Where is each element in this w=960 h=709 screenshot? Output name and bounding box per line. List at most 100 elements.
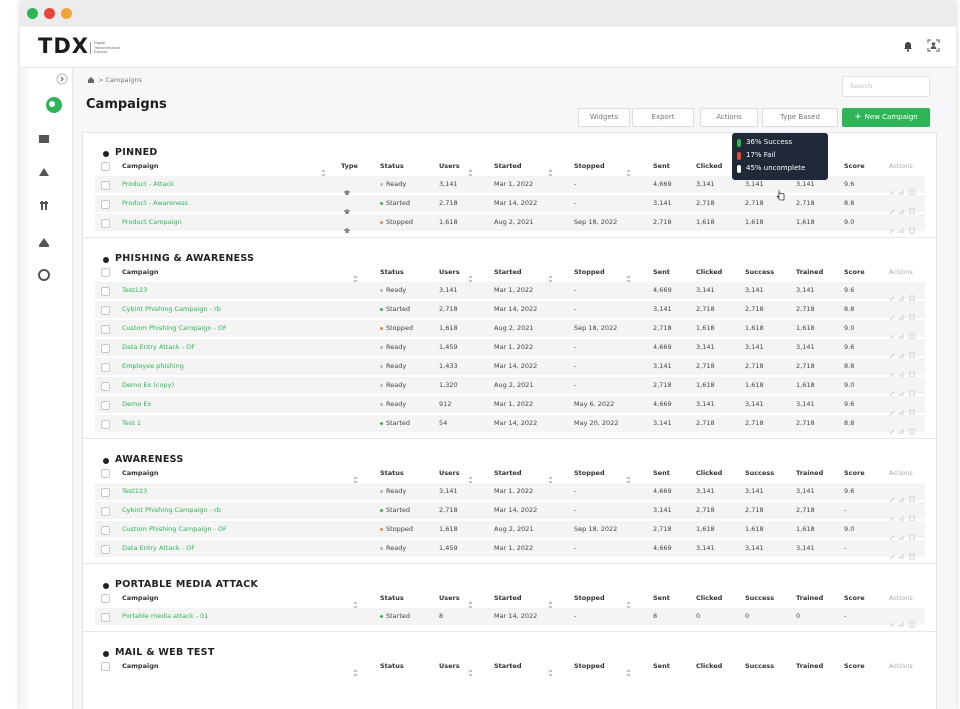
campaign-link[interactable]: Data Entry Attack - OF [122, 343, 196, 351]
column-header[interactable]: Campaign [122, 594, 159, 602]
column-header[interactable]: Started [494, 469, 522, 477]
row-actions[interactable] [889, 507, 917, 526]
row-actions[interactable] [889, 219, 917, 238]
campaign-link[interactable]: Portable media attack - 01 [122, 612, 209, 620]
row-actions[interactable] [889, 306, 917, 325]
column-header[interactable]: Trained [796, 662, 824, 670]
window-dot[interactable] [61, 8, 72, 19]
column-header[interactable]: Sent [653, 162, 670, 170]
select-all-checkbox[interactable] [101, 469, 110, 478]
column-header[interactable]: Started [494, 162, 522, 170]
row-checkbox[interactable] [101, 382, 110, 391]
user-icon[interactable] [927, 39, 940, 52]
column-header[interactable]: Clicked [696, 469, 723, 477]
table-row[interactable] [95, 540, 925, 557]
window-dot[interactable] [44, 8, 55, 19]
column-header[interactable]: Started [494, 662, 522, 670]
table-row[interactable] [95, 176, 925, 193]
column-header[interactable]: Started [494, 594, 522, 602]
column-header[interactable]: Success [745, 594, 775, 602]
table-row[interactable] [95, 377, 925, 394]
column-header[interactable]: Stopped [574, 594, 605, 602]
collapse-toggle[interactable] [56, 73, 68, 85]
row-actions[interactable] [889, 613, 917, 632]
row-actions[interactable] [889, 287, 917, 306]
row-checkbox[interactable] [101, 181, 110, 190]
column-header[interactable]: Status [380, 268, 404, 276]
new-campaign-button[interactable]: + New Campaign [842, 108, 930, 127]
column-header[interactable]: Stopped [574, 469, 605, 477]
column-header[interactable]: Sent [653, 268, 670, 276]
column-header[interactable]: Campaign [122, 469, 159, 477]
campaign-link[interactable]: Product - Awareness [122, 199, 189, 207]
sort-icon[interactable] [353, 662, 358, 681]
column-header[interactable]: Score [844, 268, 865, 276]
row-actions[interactable] [889, 325, 917, 344]
sort-icon[interactable] [548, 662, 553, 681]
column-header[interactable]: Trained [796, 268, 824, 276]
row-checkbox[interactable] [101, 613, 110, 622]
column-header[interactable]: Score [844, 594, 865, 602]
row-actions[interactable] [889, 344, 917, 363]
toolbar-button[interactable]: Actions [700, 108, 758, 127]
sidebar-icons[interactable] [28, 68, 72, 298]
column-header[interactable]: Status [380, 162, 404, 170]
column-header[interactable]: Clicked [696, 268, 723, 276]
row-actions[interactable] [889, 526, 917, 545]
column-header[interactable]: Users [439, 268, 460, 276]
table-row[interactable] [95, 282, 925, 299]
sort-icon[interactable] [468, 662, 473, 681]
campaign-link[interactable]: Product - Attack [122, 180, 174, 188]
column-header[interactable]: Trained [796, 469, 824, 477]
campaign-link[interactable]: Cybint Phishing Campaign - rb [122, 305, 221, 313]
column-header[interactable]: Score [844, 662, 865, 670]
campaign-link[interactable]: Employee phishing [122, 362, 184, 370]
column-header[interactable]: Trained [796, 594, 824, 602]
campaign-link[interactable]: Demo Ex [122, 400, 152, 408]
column-header[interactable]: Campaign [122, 162, 159, 170]
row-actions[interactable] [889, 382, 917, 401]
table-row[interactable] [95, 358, 925, 375]
column-header[interactable]: Clicked [696, 594, 723, 602]
table-row[interactable] [95, 339, 925, 356]
select-all-checkbox[interactable] [101, 162, 110, 171]
column-header[interactable]: Users [439, 662, 460, 670]
row-checkbox[interactable] [101, 507, 110, 516]
column-header[interactable]: Campaign [122, 662, 159, 670]
table-row[interactable] [95, 320, 925, 337]
toolbar-button[interactable]: Type Based [762, 108, 838, 127]
column-header[interactable]: Status [380, 469, 404, 477]
row-checkbox[interactable] [101, 344, 110, 353]
row-checkbox[interactable] [101, 526, 110, 535]
column-header[interactable]: Sent [653, 662, 670, 670]
row-checkbox[interactable] [101, 488, 110, 497]
row-checkbox[interactable] [101, 287, 110, 296]
select-all-checkbox[interactable] [101, 594, 110, 603]
column-header[interactable]: Campaign [122, 268, 159, 276]
toolbar-button[interactable]: Export [632, 108, 694, 127]
campaign-link[interactable]: Custom Phishing Campaign - OF [122, 324, 227, 332]
campaign-link[interactable]: Test123 [122, 286, 148, 294]
table-row[interactable] [95, 521, 925, 538]
row-checkbox[interactable] [101, 325, 110, 334]
column-header[interactable]: Stopped [574, 268, 605, 276]
window-dot[interactable] [27, 8, 38, 19]
row-actions[interactable] [889, 420, 917, 439]
column-header[interactable]: Clicked [696, 162, 723, 170]
column-header[interactable]: Score [844, 469, 865, 477]
row-actions[interactable] [889, 181, 917, 200]
column-header[interactable]: Users [439, 162, 460, 170]
home-icon[interactable] [87, 76, 95, 84]
select-all-checkbox[interactable] [101, 662, 110, 671]
column-header[interactable]: Success [745, 469, 775, 477]
table-row[interactable] [95, 195, 925, 212]
table-row[interactable] [95, 608, 925, 625]
column-header[interactable]: Success [745, 662, 775, 670]
column-header[interactable]: Status [380, 594, 404, 602]
breadcrumb-item[interactable]: Campaigns [105, 76, 142, 84]
table-row[interactable] [95, 214, 925, 231]
row-actions[interactable] [889, 363, 917, 382]
row-checkbox[interactable] [101, 219, 110, 228]
table-row[interactable] [95, 301, 925, 318]
row-actions[interactable] [889, 200, 917, 219]
